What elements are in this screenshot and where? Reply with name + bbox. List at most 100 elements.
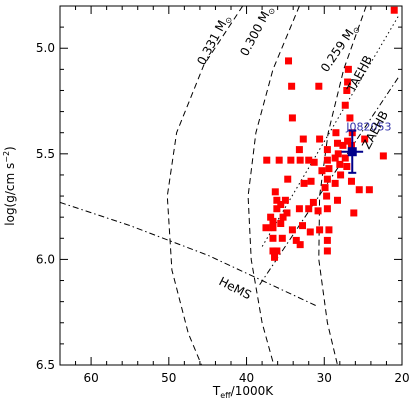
data-point-square xyxy=(336,160,344,168)
data-point-square xyxy=(299,222,307,230)
track-0259 xyxy=(318,5,367,366)
data-point-square xyxy=(288,82,296,90)
data-point-square xyxy=(314,207,322,215)
data-point-square xyxy=(334,150,342,158)
data-point-square xyxy=(306,228,314,236)
x-tick-label: 60 xyxy=(83,371,98,385)
y-tick-label: 6.5 xyxy=(36,358,55,372)
data-point-square xyxy=(278,234,286,242)
data-point-square xyxy=(333,139,341,147)
data-point-square xyxy=(305,205,313,213)
data-point-square xyxy=(305,156,313,164)
data-point-square xyxy=(390,6,398,14)
data-point-square xyxy=(295,146,303,154)
data-point-square xyxy=(344,78,352,86)
data-point-square xyxy=(331,154,339,162)
hems-label: HeMS xyxy=(217,274,254,302)
track-0331 xyxy=(166,5,244,366)
data-point-square xyxy=(323,192,331,200)
data-point-square xyxy=(267,213,275,221)
data-point-square xyxy=(273,247,281,255)
data-point-square xyxy=(284,175,292,183)
track-0300 xyxy=(247,5,300,366)
y-tick-label: 6.0 xyxy=(36,252,55,266)
y-tick-label: 5.0 xyxy=(36,41,55,55)
data-point-square xyxy=(295,205,303,213)
data-point-square xyxy=(344,65,352,73)
data-point-square xyxy=(337,171,345,179)
data-point-square xyxy=(341,154,349,162)
data-point-square xyxy=(361,135,369,143)
data-point-square xyxy=(310,158,318,166)
data-point-square xyxy=(344,137,352,145)
x-tick-label: 30 xyxy=(317,371,332,385)
data-point-square xyxy=(323,205,331,213)
data-point-square xyxy=(296,241,304,249)
data-point-square xyxy=(269,234,277,242)
data-point-square xyxy=(343,86,351,94)
data-point-square xyxy=(271,188,279,196)
data-point-square xyxy=(271,253,279,261)
data-point-square xyxy=(341,101,349,109)
data-point-square xyxy=(281,196,289,204)
data-point-square xyxy=(321,184,329,192)
data-point-square xyxy=(343,162,351,170)
data-point-square xyxy=(346,114,354,122)
data-point-square xyxy=(263,156,271,164)
y-axis-label: log(g/cm s−2) xyxy=(2,146,17,225)
data-point-square xyxy=(316,226,324,234)
data-point-square xyxy=(323,146,331,154)
data-point-square xyxy=(296,156,304,164)
data-point-square xyxy=(355,186,363,194)
data-point-square xyxy=(285,57,293,65)
data-point-square xyxy=(269,224,277,232)
y-tick-label: 5.5 xyxy=(36,147,55,161)
data-point-square xyxy=(277,201,285,209)
data-point-square xyxy=(307,177,315,185)
data-point-square xyxy=(318,167,326,175)
data-point-square xyxy=(316,135,324,143)
data-point-square xyxy=(325,226,333,234)
target-point xyxy=(347,147,357,157)
track-label-0300: 0.300 M⊙ xyxy=(237,3,277,59)
data-point-square xyxy=(325,165,333,173)
data-point-square xyxy=(333,196,341,204)
target-label: J082053 xyxy=(345,121,391,134)
data-point-square xyxy=(273,196,281,204)
plot-frame xyxy=(59,5,403,366)
track-label-0331: 0.331 M⊙ xyxy=(194,12,234,68)
data-point-square xyxy=(331,179,339,187)
data-point-square xyxy=(323,175,331,183)
data-point-square xyxy=(339,141,347,149)
evolutionary-tracks xyxy=(59,5,399,366)
data-point-square xyxy=(288,114,296,122)
x-axis-label: Teff/1000K xyxy=(212,384,274,400)
data-point-square xyxy=(315,82,323,90)
data-point-square xyxy=(269,217,277,225)
data-point-square xyxy=(350,209,358,217)
data-point-square xyxy=(347,177,355,185)
data-points xyxy=(262,6,398,261)
data-point-square xyxy=(332,129,340,137)
data-point-square xyxy=(365,186,373,194)
x-tick-label: 20 xyxy=(394,371,409,385)
data-point-square xyxy=(323,236,331,244)
data-point-square xyxy=(269,247,277,255)
axes: 60 50 40 30 20 5.0 5.5 6.0 6.5 xyxy=(36,6,410,385)
x-tick-label: 50 xyxy=(161,371,176,385)
data-point-square xyxy=(262,224,270,232)
data-point-square xyxy=(283,209,291,217)
data-point-square xyxy=(275,156,283,164)
data-point-square xyxy=(288,226,296,234)
data-point-square xyxy=(299,135,307,143)
data-point-square xyxy=(287,156,295,164)
data-point-square xyxy=(292,236,300,244)
data-point-square xyxy=(379,152,387,160)
data-point-square xyxy=(277,220,285,228)
taehb-label: TAEHB xyxy=(344,53,375,95)
x-tick-label: 40 xyxy=(239,371,254,385)
data-point-square xyxy=(300,179,308,187)
data-point-square xyxy=(273,205,281,213)
data-point-square xyxy=(309,198,317,206)
